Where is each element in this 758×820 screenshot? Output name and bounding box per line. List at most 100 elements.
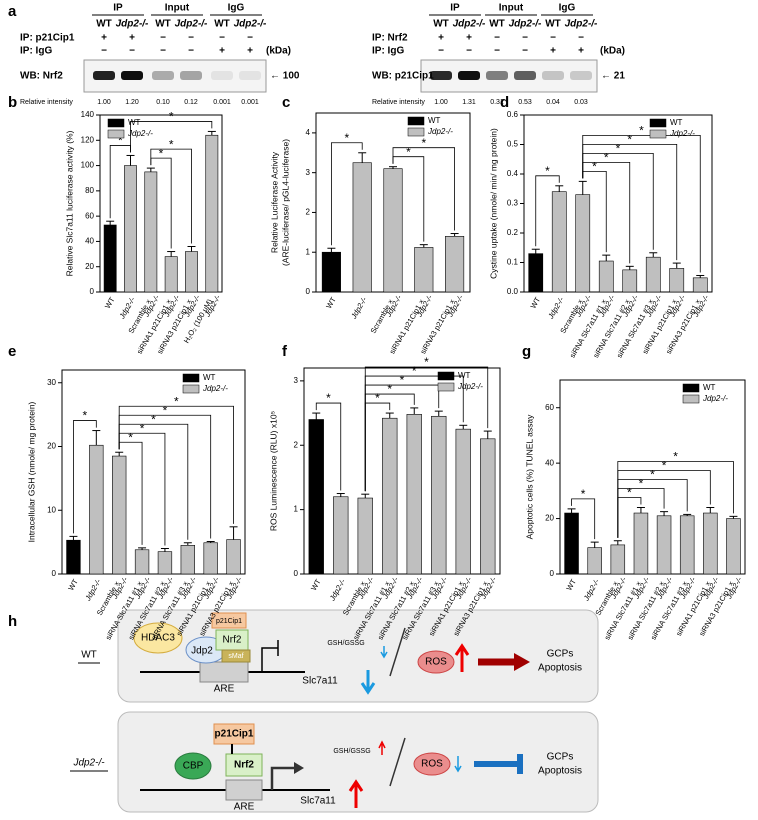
wb-label: WB: Nrf2	[20, 71, 63, 82]
significance-label: *	[650, 468, 655, 482]
significance-label: *	[118, 134, 123, 148]
bar	[645, 256, 661, 293]
repress-arrow	[261, 640, 279, 672]
lane-label: Jdp2-/-	[234, 19, 267, 30]
row-label: IP: Nrf2	[372, 33, 408, 44]
ros-ellipse	[417, 650, 455, 674]
bar	[308, 419, 324, 575]
lane-label: WT	[96, 19, 112, 30]
outcome: GCPs	[547, 649, 574, 660]
legend-swatch	[182, 373, 200, 383]
x-tick-label: Jdp2-/-	[581, 577, 601, 603]
lane-label: WT	[214, 19, 230, 30]
row-mark: +	[247, 46, 253, 57]
bar	[134, 549, 150, 575]
y-tick-label: 20	[85, 262, 94, 271]
bar	[726, 518, 741, 575]
bar	[528, 253, 544, 293]
intensity: 1.00	[434, 99, 448, 106]
intensity: 1.00	[97, 99, 111, 106]
legend-swatch	[407, 116, 425, 126]
bar	[575, 194, 591, 293]
bar	[414, 247, 434, 293]
y-tick-label: 0.3	[507, 199, 519, 208]
row-mark: −	[188, 33, 194, 44]
inhibit-arrow	[474, 754, 523, 774]
x-tick-label: Jdp2-/-	[327, 577, 347, 603]
significance-label: *	[639, 124, 644, 138]
significance-label: *	[662, 459, 667, 473]
significance-label: *	[545, 164, 550, 178]
x-tick-label: Jdp2-/-	[546, 295, 566, 321]
y-tick-label: 40	[545, 458, 554, 467]
factor: Nrf2	[234, 760, 254, 771]
band	[180, 71, 202, 80]
significance-label: *	[639, 477, 644, 491]
legend-swatch	[107, 129, 125, 139]
panel-letter: a	[8, 3, 17, 20]
row-mark: −	[550, 33, 556, 44]
size-label: ← 21	[601, 71, 625, 82]
bar	[610, 544, 626, 575]
element: ARE	[214, 684, 235, 695]
row-label: IP: IgG	[20, 46, 52, 57]
row-mark: −	[522, 33, 528, 44]
y-tick-label: 0	[550, 569, 555, 578]
blot-header: IgG	[559, 3, 576, 14]
intensity-label: Relative intensity	[20, 99, 73, 106]
significance-bracket	[315, 402, 342, 491]
up-arrow	[348, 779, 364, 808]
down-arrow	[360, 670, 376, 695]
significance-bracket	[392, 147, 455, 231]
x-tick-label: Jdp2-/-	[83, 577, 103, 603]
significance-label: *	[326, 391, 331, 405]
blot-header: Input	[165, 3, 190, 14]
are-box	[225, 779, 263, 801]
row-mark: −	[129, 46, 135, 57]
ros-ellipse	[413, 752, 451, 776]
bar	[205, 134, 219, 293]
row-label: IP: p21Cip1	[20, 33, 75, 44]
factor: HDAC3	[141, 633, 175, 644]
genotype: WT	[81, 650, 97, 661]
y-tick-label: 100	[81, 161, 95, 170]
significance-label: *	[169, 110, 174, 124]
bar	[144, 171, 158, 293]
factor: Nrf2	[223, 635, 242, 646]
row-mark: −	[522, 46, 528, 57]
y-tick-label: 20	[545, 514, 554, 523]
significance-label: *	[406, 145, 411, 159]
ratio: GSH/GSSG	[333, 748, 370, 755]
up-arrow	[454, 643, 470, 672]
y-tick-label: 60	[545, 403, 554, 412]
intensity: 0.03	[574, 99, 588, 106]
panel-letter: b	[8, 94, 17, 111]
row-mark: −	[160, 33, 166, 44]
intensity-label: Relative intensity	[372, 99, 425, 106]
nrf2	[225, 753, 263, 777]
band	[239, 71, 261, 80]
band	[430, 71, 452, 80]
lane-label: Jdp2-/-	[509, 19, 542, 30]
significance-bracket	[582, 134, 701, 273]
row-mark: −	[494, 46, 500, 57]
bar	[431, 415, 447, 575]
x-tick-label: WT	[324, 295, 338, 310]
up-arrow-small	[378, 740, 386, 755]
blot-header: IP	[113, 3, 123, 14]
significance-label: *	[604, 151, 609, 165]
significance-bracket	[73, 420, 97, 534]
significance-label: *	[592, 160, 597, 174]
kda-label: (kDa)	[266, 46, 291, 57]
plot-frame	[303, 367, 501, 575]
significance-label: *	[421, 136, 426, 150]
y-tick-label: 140	[81, 110, 95, 119]
intensity: 0.001	[241, 99, 259, 106]
significance-label: *	[673, 450, 678, 464]
row-mark: +	[129, 33, 135, 44]
diagram: WT HDAC3 Jdp2 p21Cip1 Nrf2 sMaf ARE Slc7…	[70, 609, 599, 813]
legend-swatch	[107, 118, 125, 128]
bar	[185, 251, 198, 293]
bar	[383, 168, 403, 293]
